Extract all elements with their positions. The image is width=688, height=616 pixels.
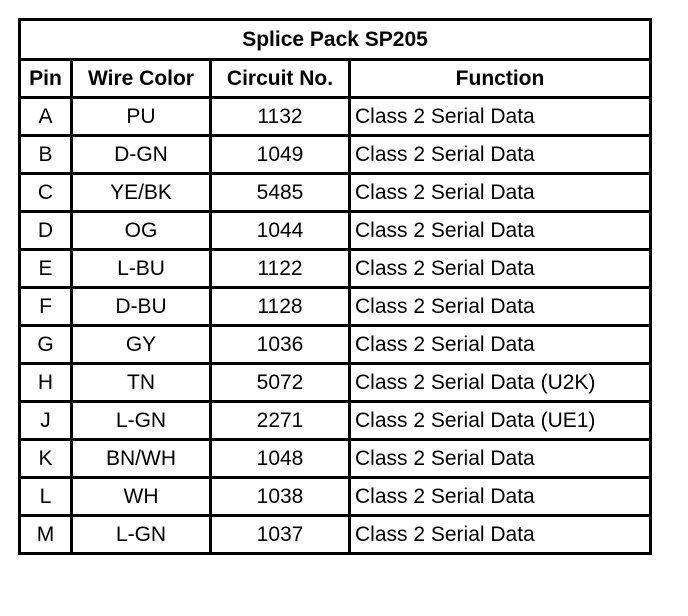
wire-color-cell: L-GN [70, 514, 212, 555]
header-pin: Pin [18, 58, 73, 99]
circuit-no-cell: 1037 [209, 514, 351, 555]
function-cell: Class 2 Serial Data [347, 96, 653, 137]
pin-cell: F [18, 286, 73, 327]
function-cell: Class 2 Serial Data [347, 476, 653, 517]
pin-cell: M [18, 514, 73, 555]
table-row: H TN 5072 Class 2 Serial Data (U2K) [18, 362, 653, 403]
pin-cell: D [18, 210, 73, 251]
pin-cell: L [18, 476, 73, 517]
circuit-no-cell: 5485 [209, 172, 351, 213]
circuit-no-cell: 1122 [209, 248, 351, 289]
table-row: A PU 1132 Class 2 Serial Data [18, 96, 653, 137]
circuit-no-cell: 2271 [209, 400, 351, 441]
circuit-no-cell: 1038 [209, 476, 351, 517]
pin-cell: E [18, 248, 73, 289]
wire-color-cell: D-GN [70, 134, 212, 175]
table-row: E L-BU 1122 Class 2 Serial Data [18, 248, 653, 289]
pin-cell: J [18, 400, 73, 441]
pin-cell: G [18, 324, 73, 365]
wire-color-cell: GY [70, 324, 212, 365]
header-wire-color: Wire Color [70, 58, 212, 99]
function-cell: Class 2 Serial Data [347, 172, 653, 213]
wire-color-cell: PU [70, 96, 212, 137]
circuit-no-cell: 1132 [209, 96, 351, 137]
table-row: G GY 1036 Class 2 Serial Data [18, 324, 653, 365]
title-row: Splice Pack SP205 [17, 18, 653, 61]
table-row: D OG 1044 Class 2 Serial Data [18, 210, 653, 251]
function-cell: Class 2 Serial Data [347, 286, 653, 327]
table-row: F D-BU 1128 Class 2 Serial Data [18, 286, 653, 327]
function-cell: Class 2 Serial Data [347, 324, 653, 365]
wire-color-cell: D-BU [70, 286, 212, 327]
pin-cell: A [18, 96, 73, 137]
pin-cell: H [18, 362, 73, 403]
wire-color-cell: OG [70, 210, 212, 251]
splice-pack-table: Splice Pack SP205 Pin Wire Color Circuit… [17, 18, 653, 555]
header-row: Pin Wire Color Circuit No. Function [18, 58, 653, 99]
circuit-no-cell: 1036 [209, 324, 351, 365]
pin-cell: K [18, 438, 73, 479]
function-cell: Class 2 Serial Data (U2K) [347, 362, 653, 403]
circuit-no-cell: 1048 [209, 438, 351, 479]
function-cell: Class 2 Serial Data [347, 210, 653, 251]
function-cell: Class 2 Serial Data [347, 514, 653, 555]
table-row: L WH 1038 Class 2 Serial Data [18, 476, 653, 517]
table-title: Splice Pack SP205 [17, 18, 653, 61]
table-row: K BN/WH 1048 Class 2 Serial Data [18, 438, 653, 479]
circuit-no-cell: 1049 [209, 134, 351, 175]
wire-color-cell: L-BU [70, 248, 212, 289]
table-row: J L-GN 2271 Class 2 Serial Data (UE1) [18, 400, 653, 441]
wire-color-cell: BN/WH [70, 438, 212, 479]
function-cell: Class 2 Serial Data (UE1) [347, 400, 653, 441]
table-row: C YE/BK 5485 Class 2 Serial Data [18, 172, 653, 213]
function-cell: Class 2 Serial Data [347, 134, 653, 175]
circuit-no-cell: 1128 [209, 286, 351, 327]
table-row: M L-GN 1037 Class 2 Serial Data [18, 514, 653, 555]
pin-cell: C [18, 172, 73, 213]
circuit-no-cell: 1044 [209, 210, 351, 251]
circuit-no-cell: 5072 [209, 362, 351, 403]
wire-color-cell: TN [70, 362, 212, 403]
function-cell: Class 2 Serial Data [347, 438, 653, 479]
wire-color-cell: YE/BK [70, 172, 212, 213]
header-function: Function [347, 58, 653, 99]
wire-color-cell: L-GN [70, 400, 212, 441]
pin-cell: B [18, 134, 73, 175]
function-cell: Class 2 Serial Data [347, 248, 653, 289]
header-circuit-no: Circuit No. [209, 58, 351, 99]
table-row: B D-GN 1049 Class 2 Serial Data [18, 134, 653, 175]
wire-color-cell: WH [70, 476, 212, 517]
